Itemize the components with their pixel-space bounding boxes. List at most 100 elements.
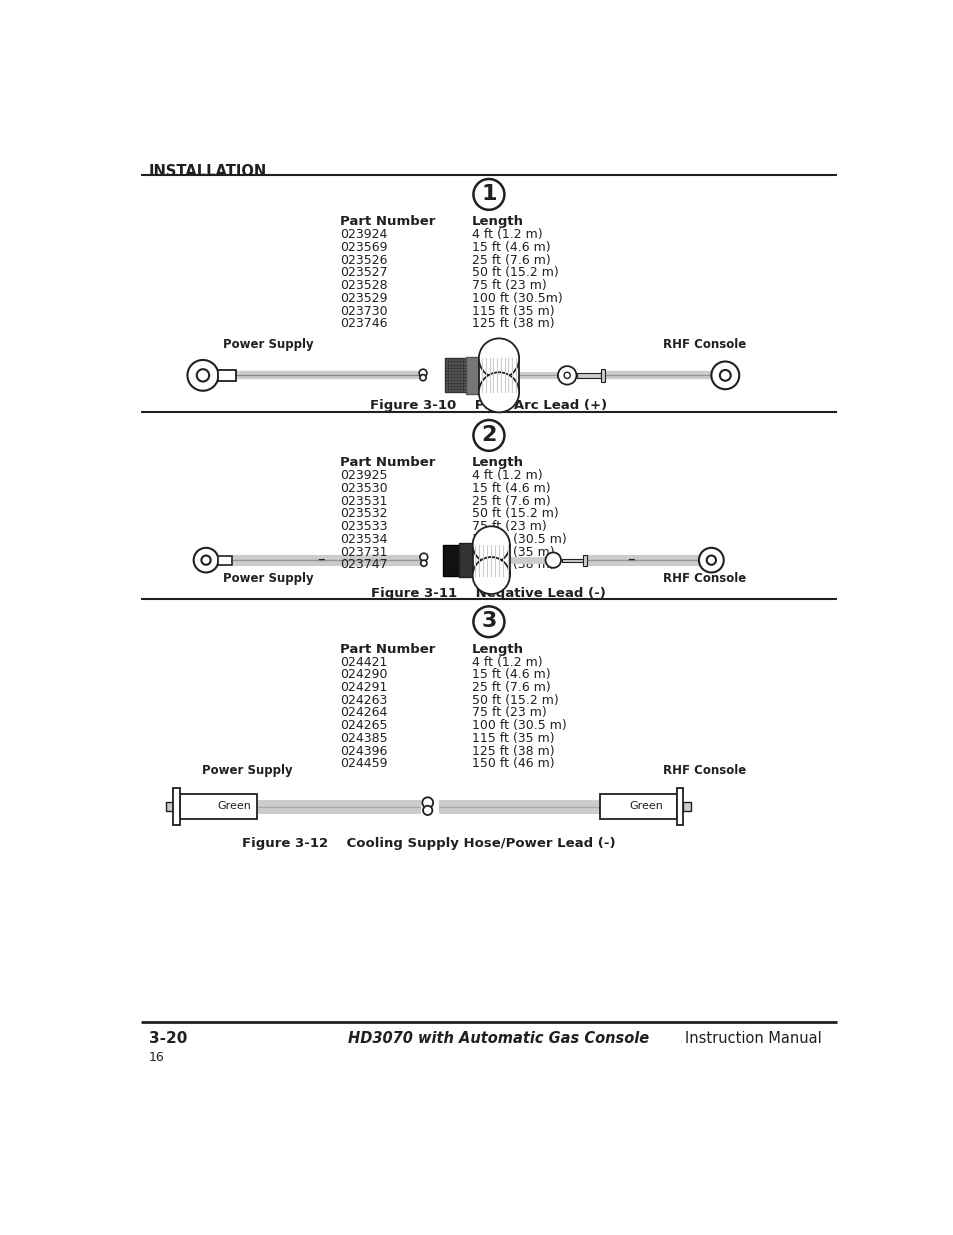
Text: 023746: 023746 — [340, 317, 387, 330]
Bar — [458, 543, 472, 577]
Text: 023925: 023925 — [340, 469, 387, 483]
Text: 115 ft (35 m): 115 ft (35 m) — [472, 305, 554, 317]
Circle shape — [419, 374, 426, 380]
Circle shape — [563, 372, 570, 378]
Text: 100 ft (30.5 m): 100 ft (30.5 m) — [472, 719, 566, 732]
Text: 023527: 023527 — [340, 267, 387, 279]
Text: 25 ft (7.6 m): 25 ft (7.6 m) — [472, 253, 550, 267]
Bar — [677, 788, 682, 825]
Text: 16: 16 — [149, 1051, 164, 1065]
Text: –: – — [626, 552, 634, 567]
Text: 023730: 023730 — [340, 305, 387, 317]
Bar — [478, 358, 518, 393]
Bar — [472, 545, 509, 576]
Bar — [218, 370, 235, 380]
Circle shape — [420, 561, 427, 567]
Text: 024385: 024385 — [340, 732, 387, 745]
Text: 024396: 024396 — [340, 745, 387, 757]
Text: 50 ft (15.2 m): 50 ft (15.2 m) — [472, 267, 558, 279]
Circle shape — [711, 362, 739, 389]
Text: RHF Console: RHF Console — [662, 764, 745, 777]
Circle shape — [419, 553, 427, 561]
Text: Power Supply: Power Supply — [202, 764, 293, 777]
Text: 50 ft (15.2 m): 50 ft (15.2 m) — [472, 508, 558, 520]
Text: 125 ft (38 m): 125 ft (38 m) — [472, 558, 554, 572]
Text: Power Supply: Power Supply — [222, 338, 313, 352]
Text: RHF Console: RHF Console — [662, 572, 745, 585]
Text: 75 ft (23 m): 75 ft (23 m) — [472, 706, 546, 720]
Text: 023731: 023731 — [340, 546, 387, 558]
Text: 024421: 024421 — [340, 656, 387, 668]
Text: Part Number: Part Number — [340, 642, 435, 656]
Text: 024265: 024265 — [340, 719, 387, 732]
Bar — [577, 373, 599, 378]
Bar — [599, 794, 677, 819]
Bar — [682, 802, 691, 811]
Circle shape — [706, 556, 716, 564]
Text: 023569: 023569 — [340, 241, 387, 254]
Bar — [599, 369, 604, 382]
Text: 023530: 023530 — [340, 482, 387, 495]
Text: 15 ft (4.6 m): 15 ft (4.6 m) — [472, 241, 550, 254]
Text: 4 ft (1.2 m): 4 ft (1.2 m) — [472, 656, 542, 668]
Text: 023532: 023532 — [340, 508, 387, 520]
Text: 3: 3 — [480, 611, 497, 631]
Text: Figure 3-10    Pilot Arc Lead (+): Figure 3-10 Pilot Arc Lead (+) — [370, 399, 607, 412]
Circle shape — [545, 552, 560, 568]
Text: 75 ft (23 m): 75 ft (23 m) — [472, 279, 546, 293]
Text: 024264: 024264 — [340, 706, 387, 720]
Text: 125 ft (38 m): 125 ft (38 m) — [472, 745, 554, 757]
Text: Figure 3-11    Negative Lead (-): Figure 3-11 Negative Lead (-) — [371, 587, 606, 600]
Circle shape — [193, 548, 218, 573]
Text: 115 ft (35 m): 115 ft (35 m) — [472, 546, 554, 558]
Text: Green: Green — [629, 800, 662, 811]
Text: RHF Console: RHF Console — [662, 338, 745, 352]
Text: 4 ft (1.2 m): 4 ft (1.2 m) — [472, 228, 542, 241]
Bar — [218, 556, 233, 564]
Text: 100 ft (30.5m): 100 ft (30.5m) — [472, 291, 562, 305]
Circle shape — [187, 359, 218, 390]
Text: Part Number: Part Number — [340, 215, 435, 228]
Text: Green: Green — [216, 800, 251, 811]
Text: 023531: 023531 — [340, 495, 387, 508]
Text: 15 ft (4.6 m): 15 ft (4.6 m) — [472, 482, 550, 495]
Bar — [561, 558, 583, 562]
Text: Length: Length — [472, 456, 523, 469]
Text: 25 ft (7.6 m): 25 ft (7.6 m) — [472, 495, 550, 508]
Circle shape — [720, 370, 730, 380]
Text: 4 ft (1.2 m): 4 ft (1.2 m) — [472, 469, 542, 483]
Circle shape — [196, 369, 209, 382]
Circle shape — [418, 369, 427, 377]
Text: 023529: 023529 — [340, 291, 387, 305]
Circle shape — [478, 372, 518, 412]
Text: Length: Length — [472, 642, 523, 656]
Text: 023924: 023924 — [340, 228, 387, 241]
Text: Length: Length — [472, 215, 523, 228]
Circle shape — [422, 798, 433, 808]
Circle shape — [699, 548, 723, 573]
Text: 023534: 023534 — [340, 532, 387, 546]
Bar — [466, 357, 478, 394]
Text: 024291: 024291 — [340, 680, 387, 694]
Bar — [583, 555, 587, 567]
Bar — [166, 802, 173, 811]
Circle shape — [472, 526, 509, 563]
Circle shape — [558, 366, 576, 384]
Bar — [173, 788, 179, 825]
Circle shape — [478, 338, 518, 378]
Bar — [179, 794, 257, 819]
Bar — [444, 358, 466, 393]
Text: HD3070 with Automatic Gas Console: HD3070 with Automatic Gas Console — [348, 1031, 649, 1046]
Text: 023747: 023747 — [340, 558, 387, 572]
Circle shape — [422, 805, 432, 815]
Text: 100 ft (30.5 m): 100 ft (30.5 m) — [472, 532, 566, 546]
Text: 125 ft (38 m): 125 ft (38 m) — [472, 317, 554, 330]
Bar — [699, 556, 711, 564]
Text: –: – — [316, 552, 324, 567]
Bar — [443, 545, 458, 576]
Text: 023528: 023528 — [340, 279, 387, 293]
Text: 150 ft (46 m): 150 ft (46 m) — [472, 757, 554, 771]
Text: Power Supply: Power Supply — [222, 572, 313, 585]
Text: 1: 1 — [480, 184, 497, 204]
Bar — [713, 370, 727, 380]
